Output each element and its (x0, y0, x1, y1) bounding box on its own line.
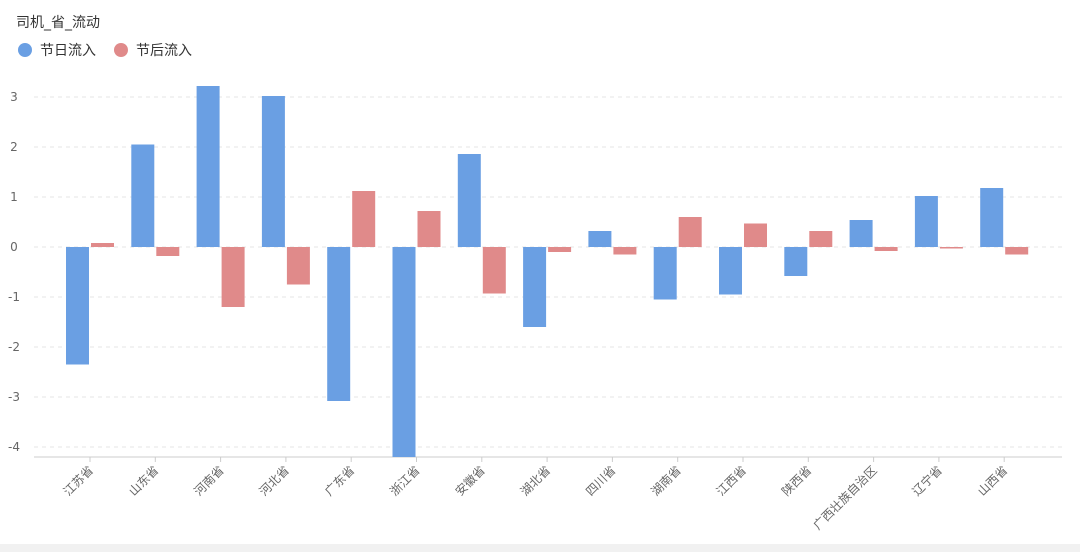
y-tick-label: -2 (8, 340, 20, 354)
bar-series-1[interactable] (784, 247, 808, 276)
x-tick-label: 陕西省 (778, 463, 814, 499)
legend-item-series-2[interactable]: 节后流入 (114, 40, 192, 60)
y-tick-label: -1 (8, 290, 20, 304)
x-tick-label: 辽宁省 (909, 463, 945, 499)
x-tick-label: 江西省 (714, 463, 749, 498)
x-tick-label: 湖南省 (648, 463, 684, 499)
legend-label-series-1: 节日流入 (40, 43, 96, 59)
x-tick-label: 浙江省 (387, 463, 422, 498)
bar-series-2[interactable] (352, 191, 376, 247)
y-tick-label: 3 (10, 90, 18, 104)
x-tick-label: 江苏省 (61, 463, 96, 498)
bar-series-1[interactable] (849, 220, 873, 247)
bar-series-2[interactable] (613, 247, 637, 255)
legend-swatch-series-1 (18, 43, 32, 57)
y-tick-label: -3 (8, 390, 20, 404)
bar-series-2[interactable] (874, 247, 898, 251)
bar-series-2[interactable] (286, 247, 310, 285)
bar-series-1[interactable] (131, 144, 155, 248)
bar-series-1[interactable] (588, 231, 612, 247)
bar-series-1[interactable] (392, 247, 416, 457)
x-tick-label: 广东省 (322, 463, 357, 498)
bar-series-2[interactable] (939, 247, 963, 249)
legend-label-series-2: 节后流入 (136, 43, 192, 59)
legend: 节日流入 节后流入 (18, 40, 210, 60)
x-tick-label: 河北省 (257, 463, 292, 498)
y-tick-label: -4 (8, 440, 20, 454)
bar-series-1[interactable] (457, 154, 481, 247)
bar-series-1[interactable] (261, 96, 285, 247)
bar-series-1[interactable] (196, 86, 220, 247)
legend-swatch-series-2 (114, 43, 128, 57)
bar-series-2[interactable] (1005, 247, 1029, 255)
bar-series-1[interactable] (66, 247, 89, 365)
chart-title: 司机_省_流动 (16, 15, 100, 31)
bar-series-2[interactable] (809, 231, 833, 247)
bar-series-1[interactable] (653, 247, 677, 300)
legend-item-series-1[interactable]: 节日流入 (18, 40, 96, 60)
y-tick-label: 2 (10, 140, 18, 154)
bar-series-2[interactable] (156, 247, 180, 256)
x-tick-label: 广西壮族自治区 (810, 463, 879, 532)
bar-series-1[interactable] (523, 247, 547, 327)
bottom-scrollbar (0, 544, 1080, 552)
y-tick-label: 0 (10, 240, 18, 254)
x-tick-label: 山西省 (975, 463, 1010, 498)
bar-series-1[interactable] (719, 247, 742, 295)
x-tick-label: 安徽省 (452, 463, 488, 499)
bar-series-2[interactable] (548, 247, 572, 252)
bar-series-2[interactable] (744, 223, 767, 248)
bar-series-1[interactable] (914, 196, 938, 247)
bar-series-2[interactable] (678, 217, 702, 247)
bar-series-2[interactable] (417, 211, 441, 247)
x-tick-label: 四川省 (583, 463, 618, 498)
x-tick-label: 山东省 (126, 463, 161, 498)
bar-series-2[interactable] (221, 247, 245, 307)
x-tick-label: 湖北省 (517, 463, 553, 499)
bar-series-2[interactable] (482, 247, 506, 294)
bar-series-1[interactable] (980, 188, 1004, 247)
x-tick-label: 河南省 (191, 463, 227, 499)
y-tick-label: 1 (10, 190, 18, 204)
bar-series-2[interactable] (91, 243, 114, 247)
bar-series-1[interactable] (327, 247, 351, 401)
